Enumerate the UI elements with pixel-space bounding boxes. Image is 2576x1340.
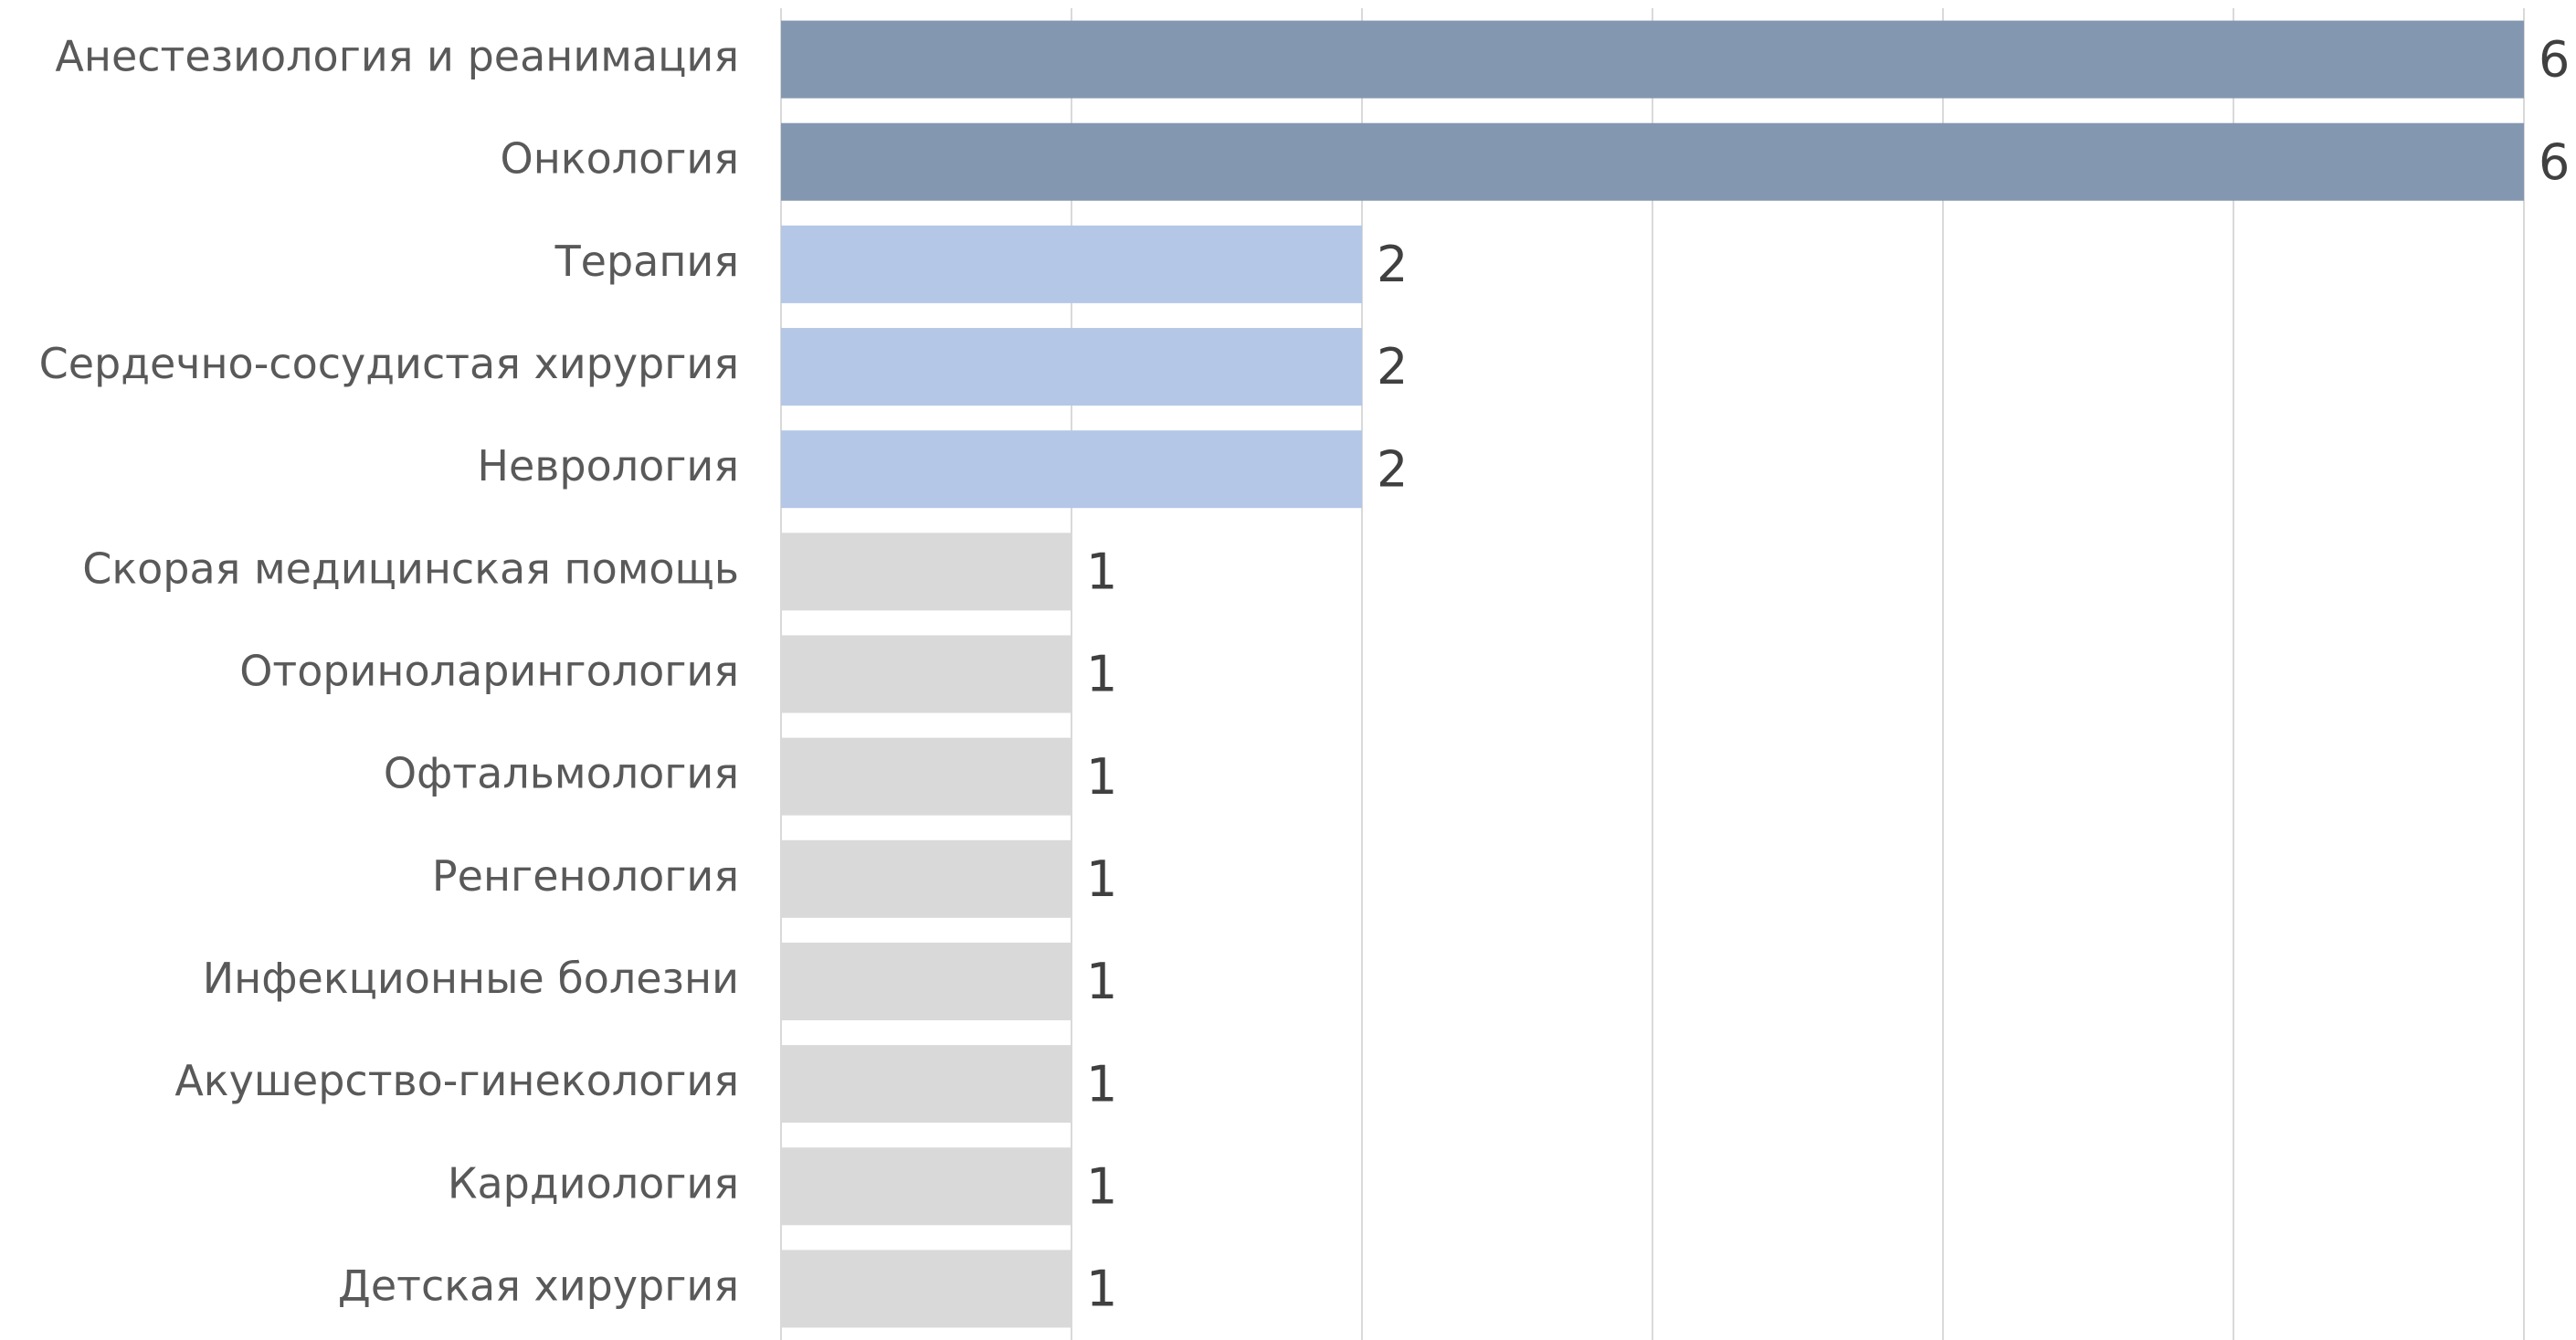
value-label: 1 — [1086, 953, 1117, 1010]
value-label: 2 — [1377, 236, 1408, 293]
value-label: 1 — [1086, 748, 1117, 806]
value-label: 6 — [2539, 31, 2570, 89]
category-label: Акушерство-гинекология — [174, 1056, 739, 1105]
value-label: 1 — [1086, 1157, 1117, 1215]
category-label: Офтальмология — [384, 749, 739, 798]
category-label: Скорая медицинская помощь — [82, 543, 739, 593]
category-label: Кардиология — [448, 1158, 739, 1208]
value-label: 1 — [1086, 543, 1117, 600]
value-label: 1 — [1086, 646, 1117, 703]
bar — [781, 839, 1072, 918]
bar — [781, 533, 1072, 611]
category-label: Ренгенология — [432, 851, 739, 901]
value-label: 6 — [2539, 133, 2570, 191]
bar — [781, 1147, 1072, 1226]
value-label: 2 — [1377, 440, 1408, 498]
value-label: 1 — [1086, 850, 1117, 908]
bar — [781, 635, 1072, 713]
bar — [781, 328, 1362, 406]
bar — [781, 225, 1362, 303]
category-label: Онкология — [501, 134, 740, 184]
value-label: 2 — [1377, 338, 1408, 396]
bar — [781, 1250, 1072, 1328]
bar — [781, 737, 1072, 816]
category-label: Сердечно-сосудистая хирургия — [39, 339, 739, 388]
value-label: 1 — [1086, 1261, 1117, 1318]
category-label: Неврология — [477, 441, 739, 491]
category-label: Детская хирургия — [338, 1261, 739, 1310]
bar — [781, 1045, 1072, 1124]
bar — [781, 430, 1362, 509]
bar — [781, 942, 1072, 1020]
category-label: Терапия — [554, 237, 739, 286]
category-label: Инфекционные болезни — [203, 954, 739, 1003]
category-label: Анестезиология и реанимация — [55, 32, 739, 81]
bar — [781, 20, 2524, 99]
bar — [781, 122, 2524, 201]
value-label: 1 — [1086, 1055, 1117, 1113]
category-label: Оториноларингология — [239, 647, 739, 696]
